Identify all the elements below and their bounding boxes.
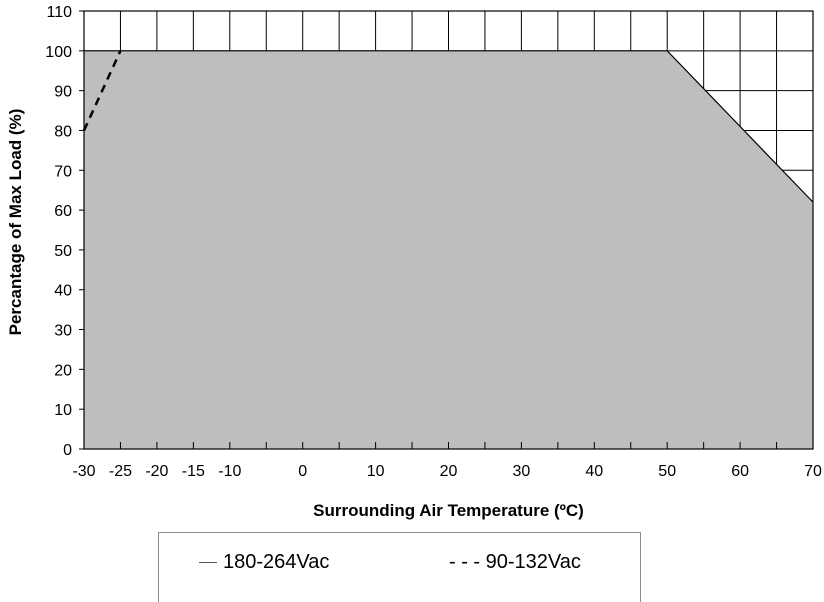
x-axis-title: Surrounding Air Temperature (ºC) [313, 501, 584, 520]
y-axis-title: Percantage of Max Load (%) [6, 109, 25, 336]
series-line-90-132vac [82, 50, 122, 131]
legend-item-180-264vac: 180-264Vac [199, 551, 329, 574]
x-tick-label: -30 [72, 463, 95, 480]
x-tick-label: 0 [298, 463, 307, 480]
y-tick-label: 100 [45, 44, 72, 61]
solid-line-icon [199, 562, 217, 564]
y-tick-label: 0 [63, 442, 72, 459]
x-tick-label: 40 [585, 463, 603, 480]
legend-label-90-132vac: - - - 90-132Vac [449, 551, 581, 573]
operating-area-fill [84, 50, 813, 450]
y-tick-label: 60 [54, 203, 72, 220]
y-tick-label: 110 [46, 4, 72, 21]
x-tick-label: 20 [440, 463, 458, 480]
y-tick-label: 70 [54, 163, 72, 180]
series-line-180-264vac [84, 50, 814, 203]
y-tick-label: 40 [54, 283, 72, 300]
x-tick-label: 30 [513, 463, 531, 480]
x-tick-label: -15 [182, 463, 205, 480]
x-tick-label: 70 [804, 463, 822, 480]
x-tick-label: -10 [218, 463, 241, 480]
x-tick-label: 50 [658, 463, 676, 480]
legend-label-180-264vac: 180-264Vac [223, 551, 330, 573]
legend-item-90-132vac: - - - 90-132Vac [449, 551, 581, 574]
legend: 180-264Vac - - - 90-132Vac [158, 532, 641, 602]
y-tick-label: 20 [54, 362, 72, 379]
y-tick-label: 90 [54, 84, 72, 101]
y-tick-label: 80 [54, 123, 72, 140]
x-tick-label: -20 [145, 463, 168, 480]
y-tick-label: 30 [54, 323, 72, 340]
y-tick-label: 10 [54, 402, 72, 419]
x-tick-label: 60 [731, 463, 749, 480]
y-tick-label: 50 [54, 243, 72, 260]
x-tick-label: -25 [109, 463, 132, 480]
x-tick-label: 10 [367, 463, 385, 480]
